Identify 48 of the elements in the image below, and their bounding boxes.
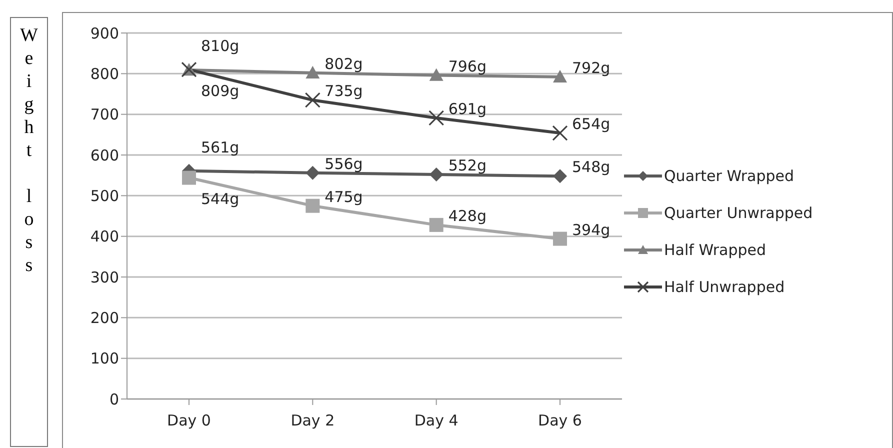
x-tick-label: Day 6 [538, 412, 582, 430]
point [304, 92, 320, 108]
y-tick-label: 600 [90, 146, 119, 164]
point [429, 68, 444, 81]
data-label: 810g [201, 37, 240, 56]
x-tick-label: Day 2 [290, 412, 335, 430]
y-tick-label: 200 [90, 308, 119, 327]
point [306, 166, 320, 180]
data-label: 654g [572, 115, 610, 134]
data-label: 561g [201, 138, 240, 156]
data-label: 548g [572, 158, 610, 176]
legend-label: Quarter Unwrapped [664, 204, 813, 222]
x-tick-label: Day 0 [167, 412, 211, 430]
point [552, 125, 568, 141]
point [306, 66, 320, 78]
data-label: 796g [448, 57, 486, 76]
legend-label: Half Wrapped [664, 240, 766, 258]
y-tick-label: 400 [90, 228, 119, 246]
data-label: 552g [448, 156, 486, 175]
legend-label: Half Unwrapped [664, 278, 785, 296]
data-label: 691g [448, 100, 486, 118]
data-label: 428g [448, 206, 486, 225]
y-tick-label: 800 [90, 64, 119, 83]
legend-label: Quarter Wrapped [664, 166, 794, 184]
point [553, 70, 567, 83]
data-label: 735g [324, 82, 363, 100]
x-tick-label: Day 4 [414, 412, 458, 430]
y-tick-label: 700 [90, 106, 119, 124]
data-label: 802g [324, 54, 363, 73]
point [429, 168, 444, 182]
data-label: 556g [324, 154, 363, 173]
text: Weight loss [20, 25, 38, 276]
point [428, 110, 444, 126]
data-label: 544g [201, 190, 240, 208]
y-tick-label: 900 [90, 24, 119, 42]
y-tick-label: 500 [90, 186, 119, 205]
data-label: 394g [572, 220, 610, 239]
data-label: 792g [572, 58, 610, 77]
y-tick-label: 0 [109, 390, 119, 408]
point [306, 198, 320, 213]
y-tick-label: 100 [90, 350, 119, 368]
point [553, 232, 567, 246]
data-label: 809g [201, 82, 240, 100]
data-label: 475g [324, 188, 363, 206]
point [553, 169, 567, 184]
point [182, 170, 196, 185]
point [429, 218, 444, 232]
y-tick-label: 300 [90, 268, 119, 286]
